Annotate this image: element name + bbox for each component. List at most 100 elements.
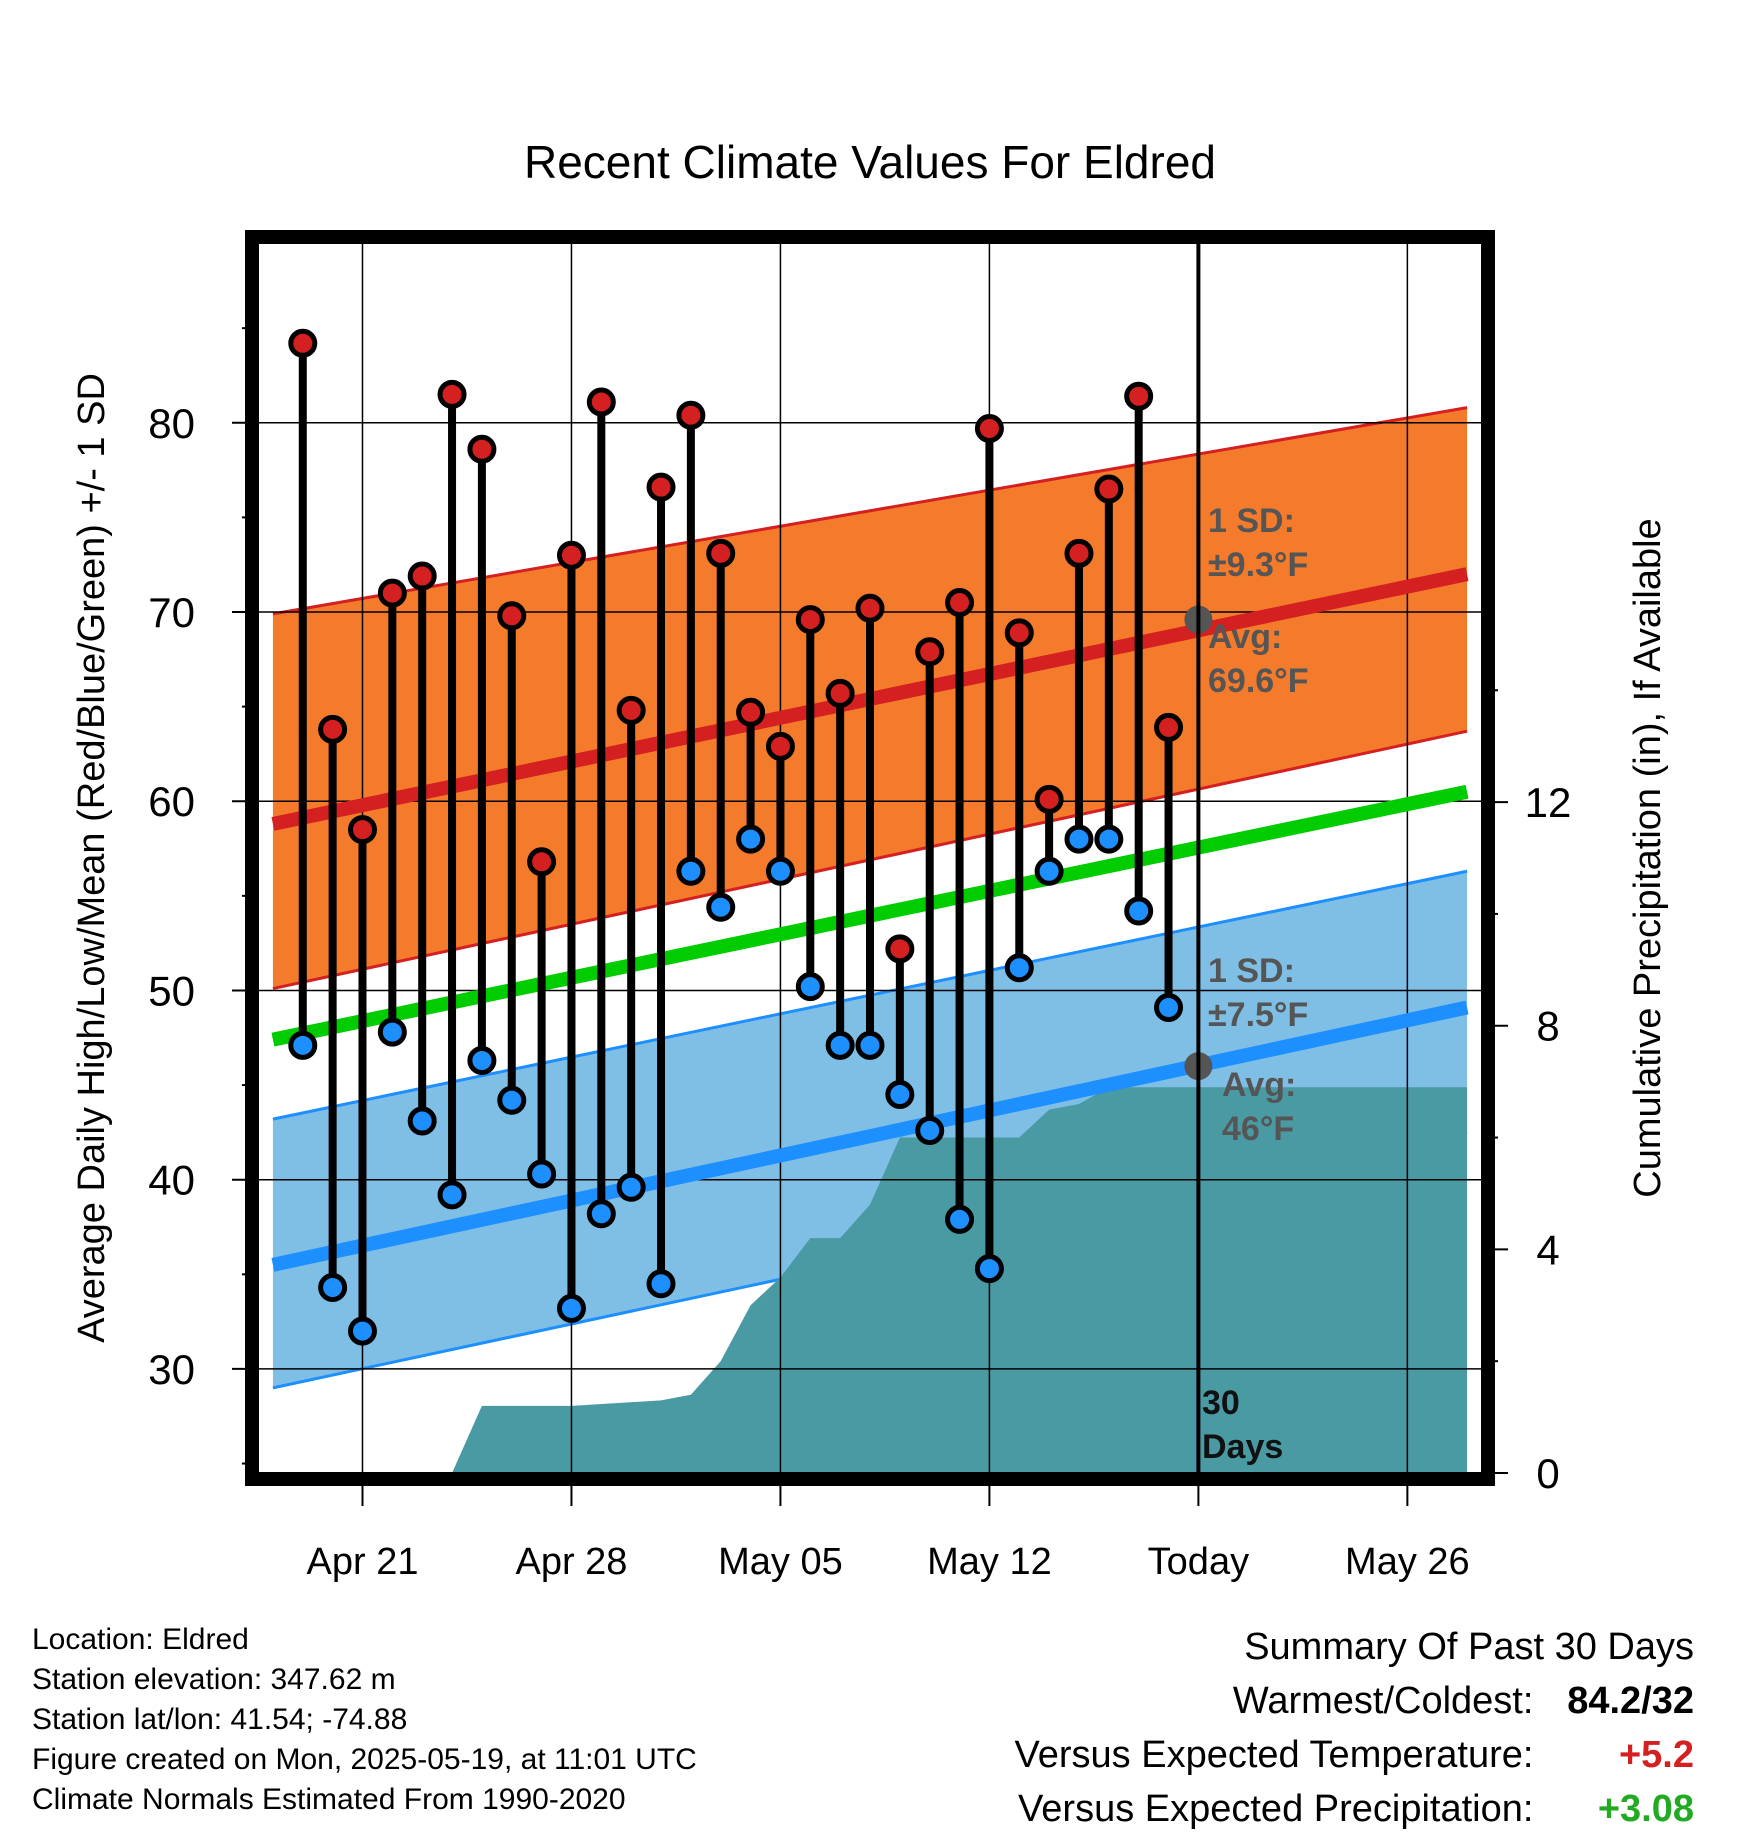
low-temp-point [1064,824,1094,854]
high-temp-point [437,379,467,409]
today-days-number: 30 [1202,1384,1240,1422]
low-temp-point [497,1085,527,1115]
elevation-text: Station elevation: 347.62 m [32,1663,396,1696]
high-temp-point [885,934,915,964]
high-temp-point [974,413,1004,443]
low-sd-label: 1 SD: [1208,952,1295,990]
low-temp-point [288,1030,318,1060]
low-temp-point [527,1159,557,1189]
location-text: Location: Eldred [32,1623,249,1656]
temp-departure-value: +5.2 [1618,1734,1694,1776]
low-temp-point [676,856,706,886]
high-temp-point [377,578,407,608]
low-temp-point [377,1017,407,1047]
high-temp-point [1034,784,1064,814]
x-tick-label: Today [1148,1541,1249,1583]
low-temp-point [795,972,825,1002]
low-sd-value: ±7.5°F [1208,996,1308,1034]
precip-departure-value: +3.08 [1597,1788,1694,1830]
x-tick-label: Apr 28 [515,1541,627,1583]
high-temp-point [945,588,975,618]
warmest-coldest-value: 84.2/32 [1567,1680,1694,1722]
y2-tick-label: 8 [1536,1003,1559,1050]
low-temp-point [855,1030,885,1060]
high-temp-point [706,538,736,568]
y-tick-label: 70 [148,589,195,636]
y2-axis-label: Cumulative Precipitation (in), If Availa… [1627,518,1669,1197]
low-average-line [271,1000,1469,1272]
high-temp-point [527,847,557,877]
x-tick-label: Apr 21 [307,1541,419,1583]
high-temp-point [825,678,855,708]
low-avg-value: 46°F [1222,1110,1294,1148]
low-temp-point [706,892,736,922]
high-temp-point [407,561,437,591]
summary-title: Summary Of Past 30 Days [1244,1626,1694,1668]
station-info: Location: Eldred Station elevation: 347.… [32,1620,697,1820]
low-temp-point [825,1030,855,1060]
low-temp-point [1004,953,1034,983]
high-temp-point [467,434,497,464]
low-temp-point [1154,992,1184,1022]
x-tick-label: May 05 [718,1541,843,1583]
high-temp-point [586,387,616,417]
low-temp-point [915,1115,945,1145]
summary-temperature: Versus Expected Temperature: +5.2 [1015,1728,1694,1782]
normals-text: Climate Normals Estimated From 1990-2020 [32,1783,626,1816]
high-temp-point [855,593,885,623]
low-temp-point [885,1080,915,1110]
high-temp-point [318,714,348,744]
high-temp-point [1004,618,1034,648]
high-sd-value: ±9.3°F [1208,546,1308,584]
high-temp-point [765,731,795,761]
high-temp-point [616,695,646,725]
low-temp-point [318,1273,348,1303]
high-temp-point [556,540,586,570]
high-temp-point [1154,712,1184,742]
low-temp-point [616,1172,646,1202]
high-avg-label: Avg: [1208,618,1282,656]
low-temp-point [1094,824,1124,854]
precipitation-area [422,1087,1468,1473]
low-temp-point [945,1204,975,1234]
high-temp-point [1124,381,1154,411]
low-temp-point [1124,896,1154,926]
y-tick-label: 50 [148,967,195,1014]
low-temp-point [347,1316,377,1346]
y-tick-label: 40 [148,1157,195,1204]
high-temp-point [347,815,377,845]
high-temp-point [736,697,766,727]
low-temp-point [407,1106,437,1136]
high-temp-point [646,472,676,502]
high-temp-point [915,637,945,667]
high-sd-band-upper-edge [272,406,1468,616]
high-sd-label: 1 SD: [1208,502,1295,540]
low-temp-point [437,1180,467,1210]
low-avg-label: Avg: [1222,1066,1296,1104]
high-temp-point [1064,538,1094,568]
low-temp-point [765,856,795,886]
low-temp-point [974,1254,1004,1284]
x-tick-label: May 26 [1345,1541,1470,1583]
low-temp-point [736,824,766,854]
low-temp-point [586,1199,616,1229]
high-temp-point [676,400,706,430]
today-days-word: Days [1202,1428,1283,1466]
y2-tick-label: 4 [1536,1226,1559,1273]
x-tick-label: May 12 [927,1541,1052,1583]
y-tick-label: 30 [148,1346,195,1393]
warmest-coldest-label: Warmest/Coldest: [1232,1680,1534,1722]
latlon-text: Station lat/lon: 41.54; -74.88 [32,1703,408,1736]
chart-title: Recent Climate Values For Eldred [524,136,1216,188]
created-text: Figure created on Mon, 2025-05-19, at 11… [32,1743,697,1776]
low-temp-point [646,1269,676,1299]
y-axis-label: Average Daily High/Low/Mean (Red/Blue/Gr… [71,373,113,1343]
climate-chart: Recent Climate Values For Eldred 1 SD: ±9… [71,136,1669,1583]
high-temp-point [288,328,318,358]
plot-frame [245,230,1495,1486]
high-temp-point [795,605,825,635]
low-temp-point [467,1045,497,1075]
high-temp-point [1094,474,1124,504]
summary-precipitation: Versus Expected Precipitation: +3.08 [1015,1782,1694,1836]
y-tick-label: 60 [148,778,195,825]
